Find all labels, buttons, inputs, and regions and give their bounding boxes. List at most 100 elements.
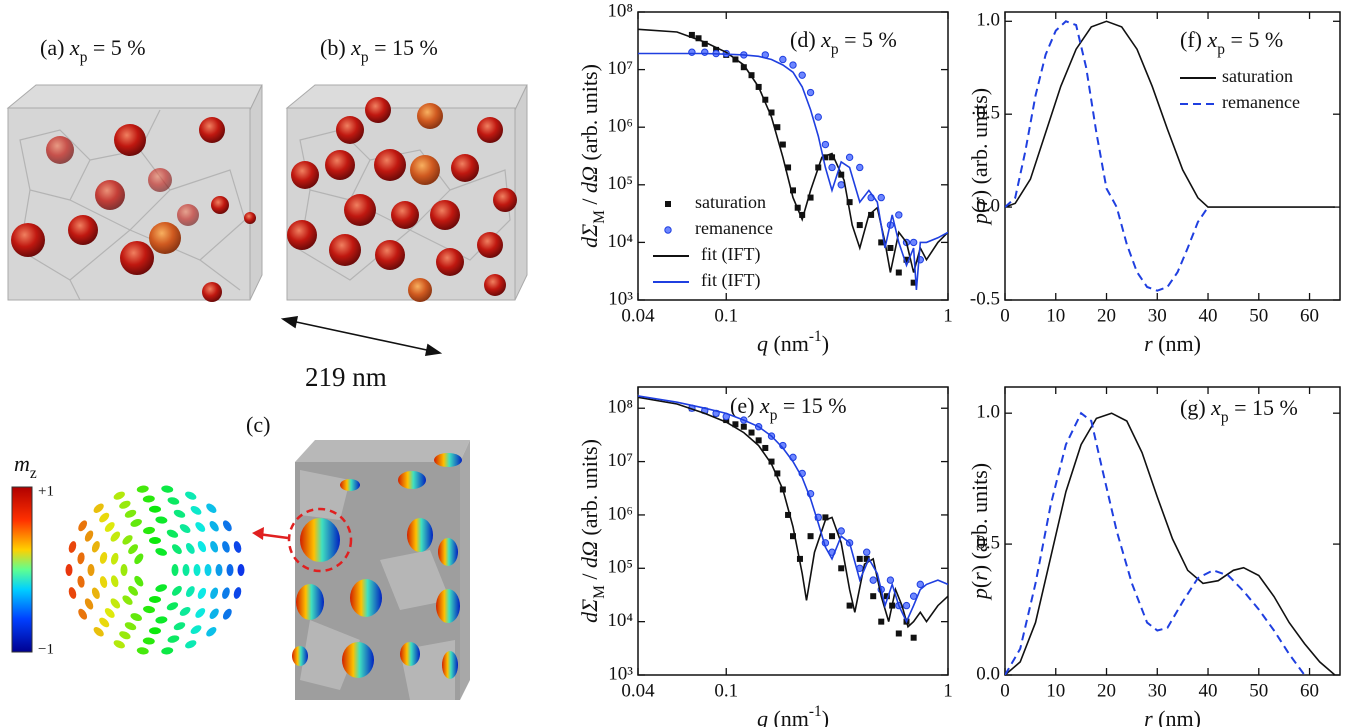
cube-a — [8, 85, 262, 302]
x-tick-label: 40 — [1199, 305, 1218, 326]
series-line — [638, 397, 948, 627]
x-tick-label: 0 — [1000, 305, 1010, 326]
spin-arrow — [209, 540, 220, 554]
spin-arrow — [92, 502, 106, 515]
spin-arrow — [129, 612, 143, 623]
spin-arrow — [184, 490, 198, 501]
spin-arrow — [196, 540, 208, 554]
text-part: (d) — [790, 27, 821, 52]
data-point — [870, 577, 876, 583]
series-line — [1005, 413, 1335, 675]
spin-arrow — [77, 575, 86, 588]
text-part: = 5 % — [1225, 27, 1283, 52]
colorbar-title: mz — [14, 451, 37, 482]
text-part: -1 — [809, 328, 822, 345]
y-axis-label: p(r) (arb. units) — [967, 88, 992, 226]
spin-arrow — [194, 606, 207, 619]
legend-label: saturation — [1222, 66, 1293, 86]
data-point — [790, 62, 796, 68]
spin-arrow — [97, 511, 111, 524]
spin-arrow — [221, 540, 232, 554]
y-tick-label: 10⁴ — [607, 231, 633, 252]
data-point — [903, 602, 909, 608]
spin-arrow — [155, 516, 168, 524]
spin-arrow — [126, 542, 139, 555]
data-point — [702, 49, 708, 55]
y-tick-label: 10⁷ — [607, 450, 633, 471]
spin-arrow — [154, 583, 168, 593]
data-point — [799, 72, 805, 78]
data-point — [780, 142, 786, 148]
series-line — [1005, 413, 1305, 675]
spin-arrow — [221, 607, 233, 621]
spin-arrow — [110, 552, 120, 565]
data-point — [847, 603, 853, 609]
spin-arrow — [67, 540, 77, 553]
legend-label: fit (IFT) — [701, 244, 760, 265]
cube-b — [287, 85, 527, 302]
spin-arrow — [76, 519, 88, 533]
legend-label: saturation — [695, 192, 766, 212]
spin-arrow — [121, 594, 135, 607]
y-tick-label: 10⁶ — [607, 116, 633, 137]
spin-arrow — [194, 564, 201, 576]
x-tick-label: 60 — [1300, 305, 1319, 326]
spin-arrow — [110, 574, 120, 587]
panel-label: (b) xp = 15 % — [320, 35, 438, 66]
x-tick-label: 0.1 — [714, 680, 738, 701]
x-tick-label: 1 — [943, 680, 953, 701]
text-part: (nm — [768, 706, 809, 727]
text-part: M — [591, 585, 608, 599]
text-part: ) — [822, 706, 829, 727]
text-part: x — [820, 27, 831, 52]
vortex — [66, 485, 245, 655]
spin-arrow — [184, 639, 198, 650]
spin-arrow — [76, 607, 88, 621]
text-part: (nm) — [1153, 331, 1201, 356]
data-point — [808, 533, 814, 539]
x-tick-label: 20 — [1097, 305, 1116, 326]
text-part: (nm) — [1153, 706, 1201, 727]
data-point — [887, 245, 893, 251]
y-tick-label: 10⁴ — [607, 610, 633, 631]
x-axis-label: r (nm) — [1144, 331, 1201, 356]
spin-arrow — [121, 564, 128, 576]
spin-arrow — [184, 585, 196, 599]
x-tick-label: 10 — [1046, 305, 1065, 326]
spin-arrow — [216, 564, 223, 576]
spin-arrow — [132, 574, 145, 588]
spin-arrow — [136, 485, 149, 494]
text-part: dΣ — [577, 599, 602, 623]
spin-arrow — [121, 533, 135, 546]
spin-arrow — [172, 564, 179, 576]
text-part: z — [30, 465, 37, 482]
y-axis-label: dΣM / dΩ (arb. units) — [577, 64, 608, 248]
spin-arrow — [143, 495, 156, 503]
text-part: p — [967, 213, 992, 226]
data-point — [896, 270, 902, 276]
spin-arrow — [167, 496, 180, 506]
x-axis-label: q (nm-1) — [757, 703, 829, 727]
spin-arrow — [189, 623, 203, 635]
spin-arrow — [149, 506, 161, 513]
y-axis-label: dΣM / dΩ (arb. units) — [577, 439, 608, 623]
data-point — [857, 222, 863, 228]
scale-label: 219 nm — [305, 362, 387, 392]
text-part: (e) — [730, 393, 760, 418]
text-part: ) — [967, 565, 992, 572]
text-part: (g) — [1180, 395, 1211, 420]
spin-arrow — [112, 639, 126, 650]
x-tick-label: 50 — [1249, 305, 1268, 326]
text-part: dΩ — [577, 166, 602, 193]
spin-arrow — [196, 586, 208, 600]
data-point — [838, 565, 844, 571]
x-tick-label: 40 — [1199, 680, 1218, 701]
legend-marker — [665, 201, 671, 207]
data-point — [910, 239, 916, 245]
spin-arrow — [204, 502, 218, 515]
scale-arrow — [283, 317, 440, 355]
y-tick-label: 10³ — [608, 663, 633, 684]
x-tick-label: 60 — [1300, 680, 1319, 701]
panel-label: (a) xp = 5 % — [40, 35, 146, 66]
text-part: / — [577, 568, 602, 585]
